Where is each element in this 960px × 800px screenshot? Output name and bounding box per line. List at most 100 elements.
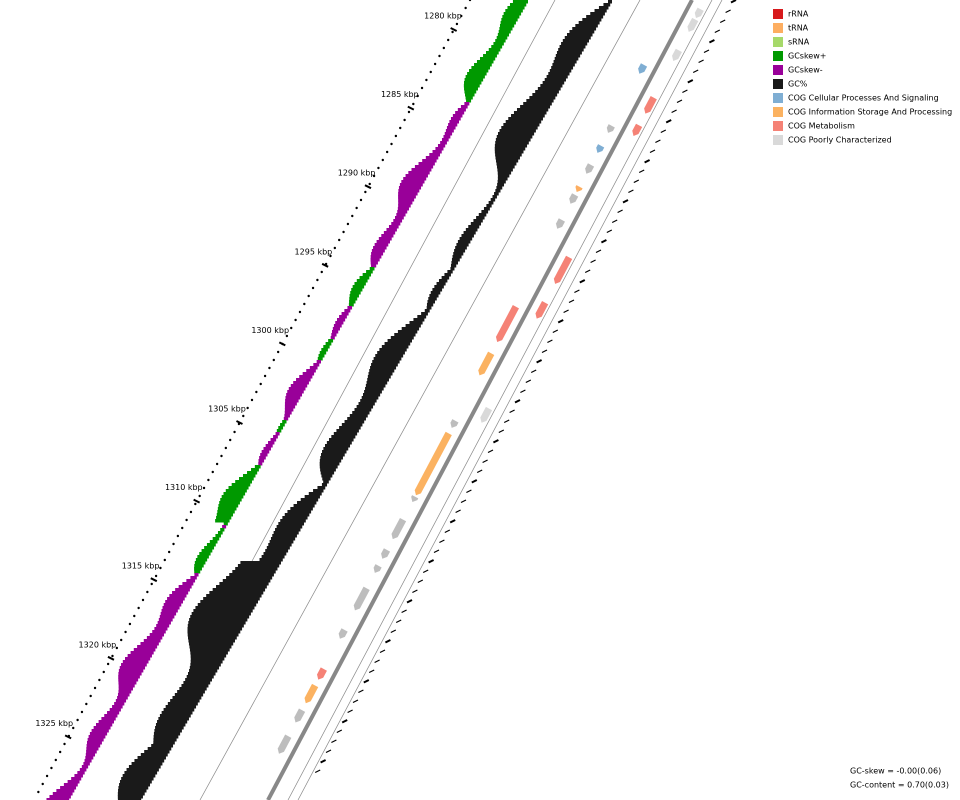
stat-label: GC-skew = -0.00(0.06) [850, 767, 941, 776]
scale-dot [185, 518, 188, 522]
gene-arrow [644, 96, 657, 114]
gc-skew [118, 669, 144, 673]
gc-skew [156, 624, 170, 628]
gc-skew [242, 474, 256, 478]
gc-skew [119, 666, 146, 670]
gc-content [495, 159, 519, 163]
major-tick [407, 105, 415, 111]
ring-line [297, 0, 723, 800]
gc-skew [273, 435, 278, 439]
gc-content [181, 684, 209, 688]
gc-content [490, 198, 496, 202]
gc-content [317, 486, 326, 490]
gc-skew [386, 228, 397, 232]
gene-arrow [304, 683, 319, 704]
outer-tick [460, 499, 467, 504]
gc-content [153, 735, 179, 739]
gc-skew [507, 6, 525, 10]
gc-content [488, 201, 494, 205]
scale-dot [394, 134, 398, 138]
gc-content [304, 495, 320, 499]
legend-label: tRNA [788, 24, 809, 33]
gc-skew [448, 123, 458, 127]
outer-tick [692, 69, 699, 74]
gc-content [497, 177, 508, 181]
gc-skew [60, 786, 77, 790]
gc-skew [260, 453, 268, 457]
legend-label: COG Metabolism [788, 122, 855, 131]
gc-skew [216, 513, 234, 517]
gc-skew [159, 615, 175, 619]
scale-dot [351, 214, 354, 218]
outer-tick [676, 99, 683, 104]
scale-dot [202, 486, 206, 490]
gc-skew [91, 729, 109, 733]
gene-feature [553, 255, 573, 284]
gc-skew [443, 135, 451, 139]
gene-feature [381, 548, 391, 559]
gc-content [495, 138, 531, 142]
gc-skew [270, 438, 277, 442]
gc-skew [85, 753, 96, 757]
gc-content [367, 378, 389, 382]
gc-content [483, 207, 490, 211]
gc-skew [347, 306, 353, 310]
gene-arrow [553, 255, 573, 284]
scale-dot [259, 382, 262, 386]
gene-arrow [687, 17, 699, 32]
gc-content [320, 468, 336, 472]
gc-content [394, 333, 416, 337]
gc-content [492, 195, 497, 199]
gc-content [384, 342, 411, 346]
gc-content [193, 609, 253, 613]
outer-tick [628, 189, 634, 194]
gene-feature [638, 63, 648, 74]
gc-content [481, 210, 489, 214]
gc-skew [441, 138, 449, 142]
gc-skew [239, 477, 254, 481]
gc-content [434, 285, 444, 289]
gc-skew [370, 255, 382, 259]
scale-dot [137, 606, 140, 610]
gc-content [170, 699, 200, 703]
tick-label: 1295 kbp [295, 247, 333, 256]
scale-dot [311, 286, 315, 290]
gc-skew [464, 102, 470, 106]
outer-tick [682, 89, 688, 94]
gc-skew [381, 234, 394, 238]
gc-content [455, 246, 467, 250]
outer-tick [379, 649, 386, 654]
gc-content [189, 618, 248, 622]
gc-skew [160, 612, 177, 616]
gc-skew [362, 273, 372, 277]
gene-arrow [569, 193, 579, 204]
outer-tick [568, 299, 575, 304]
gene-feature [411, 495, 419, 503]
gc-skew [74, 774, 83, 778]
gc-skew [218, 504, 239, 508]
gc-content [222, 579, 271, 583]
scale-dot [215, 462, 219, 466]
gc-content [452, 255, 462, 259]
scale-dot [120, 638, 123, 642]
gc-content [144, 750, 170, 754]
gc-content [413, 318, 425, 322]
gc-content [265, 549, 289, 553]
gc-skew [115, 699, 127, 703]
gc-content [554, 57, 579, 61]
gc-skew [479, 57, 496, 61]
gc-skew [254, 465, 261, 469]
gc-content [185, 678, 212, 682]
gc-content [546, 75, 568, 79]
gene-feature [414, 431, 452, 496]
gc-skew [201, 549, 213, 553]
gc-skew [158, 618, 173, 622]
gc-skew [86, 741, 102, 745]
scale-dot [298, 310, 302, 314]
outer-tick [541, 349, 548, 354]
gc-skew [471, 66, 491, 70]
gene-arrow [277, 743, 287, 754]
gc-content [293, 504, 315, 508]
gc-content [200, 600, 258, 604]
outer-tick [536, 359, 543, 364]
